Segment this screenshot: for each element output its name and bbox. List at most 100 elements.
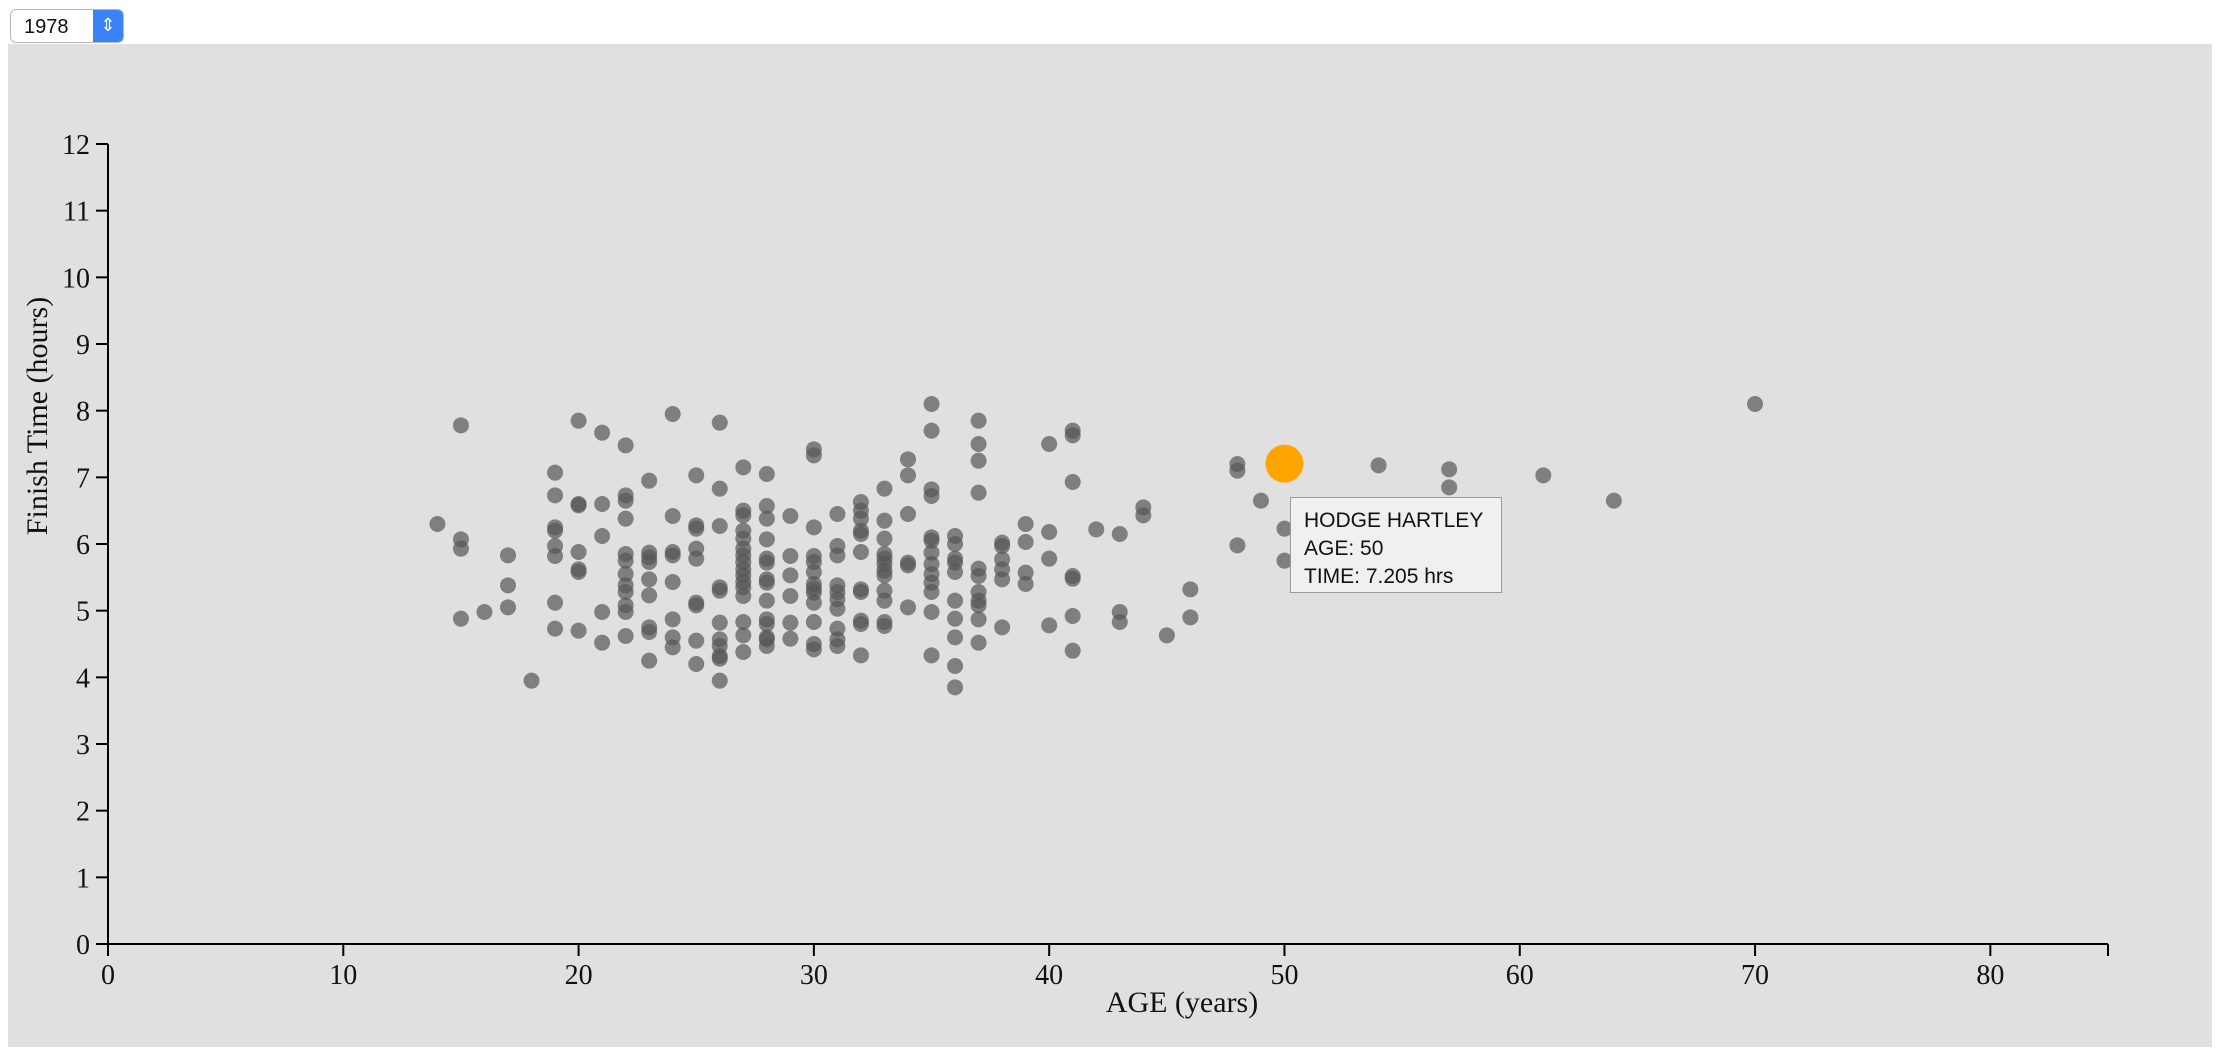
data-point [735, 614, 752, 630]
year-select-value: 1978 [24, 16, 69, 38]
data-point [570, 496, 587, 512]
data-point [617, 510, 634, 527]
data-point [1064, 570, 1081, 587]
tooltip: HODGE HARTLEY AGE: 50 TIME: 7.205 hrs [1290, 497, 1502, 593]
data-point [711, 414, 728, 431]
data-point [523, 672, 540, 689]
data-point [923, 396, 940, 412]
data-point [829, 600, 846, 617]
data-point [876, 512, 893, 529]
year-select[interactable]: 1978 ⇕ [10, 9, 124, 43]
data-point [617, 604, 634, 620]
data-point [923, 544, 940, 561]
data-point [641, 587, 658, 604]
chevron-up-down-icon[interactable]: ⇕ [93, 10, 123, 42]
data-point [617, 628, 634, 644]
data-point [994, 538, 1011, 554]
data-point [782, 614, 799, 631]
data-point [570, 412, 587, 429]
data-point [617, 552, 634, 569]
data-point [947, 629, 964, 646]
data-point [547, 487, 564, 504]
data-point [900, 467, 916, 484]
data-point [735, 588, 752, 604]
data-point [923, 647, 940, 664]
data-point [735, 459, 752, 476]
x-axis-label: AGE (years) [1106, 986, 1258, 1019]
data-point [782, 630, 799, 647]
data-point [876, 480, 893, 497]
data-point [688, 550, 705, 567]
data-point [758, 531, 775, 548]
data-point [1088, 521, 1105, 538]
x-tick-label: 30 [800, 960, 828, 991]
x-tick-label: 80 [1976, 960, 2004, 991]
data-point [758, 554, 775, 571]
data-point [547, 522, 564, 539]
data-point [664, 406, 681, 422]
data-point [1041, 436, 1058, 452]
data-point [758, 466, 775, 482]
data-point [452, 417, 469, 434]
data-point [1064, 642, 1081, 659]
data-point [711, 614, 728, 631]
data-point [570, 622, 587, 639]
data-point [594, 604, 611, 620]
data-point [900, 451, 916, 468]
data-point [688, 597, 705, 614]
data-point [452, 610, 469, 627]
data-point [735, 627, 752, 644]
y-tick-label: 8 [76, 397, 90, 428]
data-point [1276, 520, 1293, 537]
data-point [1747, 396, 1764, 412]
data-point [947, 564, 964, 580]
y-tick-label: 4 [76, 663, 90, 694]
y-tick-label: 0 [76, 930, 90, 961]
data-point [617, 584, 634, 600]
data-point [1182, 609, 1199, 626]
data-point [735, 644, 752, 660]
data-point [547, 594, 564, 611]
x-tick-label: 40 [1035, 960, 1063, 991]
highlighted-point[interactable] [1265, 444, 1304, 483]
data-point [1182, 581, 1199, 598]
data-point [852, 510, 869, 527]
y-tick-label: 5 [76, 597, 90, 628]
data-point [547, 620, 564, 637]
y-tick-label: 6 [76, 530, 90, 561]
data-point [829, 506, 846, 522]
y-axis-label: Finish Time (hours) [21, 297, 54, 535]
data-point [1111, 526, 1128, 542]
data-point [547, 548, 564, 564]
data-point [594, 424, 611, 441]
data-point [641, 624, 658, 640]
data-point [876, 592, 893, 609]
data-point [1041, 617, 1058, 634]
data-point [735, 507, 752, 524]
data-point [758, 592, 775, 609]
x-tick-label: 10 [329, 960, 357, 991]
y-tick-label: 10 [62, 263, 90, 294]
data-point [429, 516, 446, 532]
data-point [664, 508, 681, 524]
data-point [782, 567, 799, 584]
data-point [500, 577, 516, 594]
data-point [876, 530, 893, 547]
data-point [970, 634, 987, 651]
data-point [641, 652, 658, 669]
data-point [664, 547, 681, 564]
data-point [641, 554, 658, 570]
data-point [594, 634, 611, 651]
data-point [1158, 627, 1175, 644]
data-point [947, 592, 964, 609]
data-point [900, 599, 916, 616]
data-point [970, 484, 987, 501]
data-point [547, 464, 564, 481]
data-point [947, 679, 964, 696]
data-point [1064, 474, 1081, 490]
data-point [1041, 550, 1058, 567]
data-point [711, 650, 728, 667]
data-point [970, 452, 987, 469]
data-point [900, 506, 916, 522]
